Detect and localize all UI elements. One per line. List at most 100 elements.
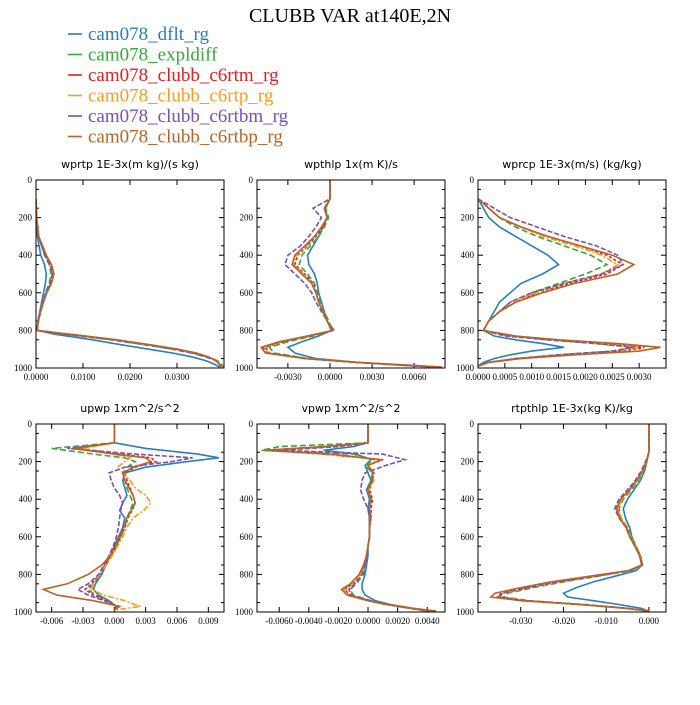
series-line-6 (478, 198, 661, 367)
x-tick-label: 0.0200 (118, 372, 143, 382)
x-tick-label: 0.0025 (600, 372, 625, 382)
x-tick-label: -0.020 (552, 616, 576, 626)
y-tick-label: 800 (240, 325, 254, 335)
y-tick-label: 600 (19, 532, 33, 542)
plot-frame (256, 179, 446, 369)
legend-item: cam078_clubb_c6rtbp_rg (68, 127, 283, 148)
y-tick-label: 200 (461, 213, 475, 223)
x-tick-label: 0.0300 (165, 372, 190, 382)
y-tick-label: 1000 (14, 363, 33, 373)
panel-grid: wprtp 1E-3x(m kg)/(s kg) 0 200 400 600 800 100… (14, 158, 667, 626)
panel-title: wprtp 1E-3x(m kg)/(s kg) (61, 158, 199, 171)
y-tick-label: 200 (19, 457, 33, 467)
y-tick-label: 600 (240, 288, 254, 298)
series-group (488, 424, 650, 612)
plot-frame (477, 179, 667, 369)
y-tick-label: 600 (19, 288, 33, 298)
series-line-4 (82, 424, 152, 611)
x-tick-label: 0.0100 (71, 372, 96, 382)
y-tick-label: 800 (19, 569, 33, 579)
series-line-5 (279, 424, 429, 612)
legend-label: cam078_dflt_rg (88, 24, 210, 45)
series-line-5 (496, 424, 650, 612)
x-tick-label: 0.0000 (318, 372, 343, 382)
series-line-3 (77, 424, 158, 611)
x-tick-label: 0.0015 (546, 372, 571, 382)
legend-label: cam078_clubb_c6rtm_rg (88, 65, 279, 86)
y-tick-label: 0 (470, 419, 475, 429)
legend-item: cam078_dflt_rg (68, 24, 210, 45)
series-line-5 (478, 198, 634, 367)
y-tick-label: 200 (461, 457, 475, 467)
y-tick-label: 1000 (456, 607, 475, 617)
y-tick-label: 600 (240, 532, 254, 542)
series-line-6 (259, 180, 443, 368)
series-line-3 (495, 424, 650, 612)
legend-item: cam078_expldiff (68, 45, 218, 66)
figure-title: CLUBB VAR at140E,2N (249, 5, 451, 27)
x-tick-label: -0.003 (71, 616, 95, 626)
series-group (259, 180, 443, 368)
y-tick-label: 400 (240, 494, 254, 504)
series-line-6 (264, 424, 437, 612)
panel-3: wprcp 1E-3x(m/s) (kg/kg) 0 200 400 600 800 100… (456, 158, 667, 382)
series-line-1 (286, 180, 436, 368)
x-tick-label: 0.000 (104, 616, 125, 626)
y-tick-label: 0 (28, 175, 33, 185)
y-tick-label: 800 (19, 325, 33, 335)
series-line-1 (92, 424, 219, 611)
y-tick-label: 200 (240, 457, 254, 467)
y-tick-label: 1000 (235, 607, 254, 617)
panel-1: wprtp 1E-3x(m kg)/(s kg) 0 200 400 600 800 100… (14, 158, 225, 382)
series-line-6 (36, 198, 221, 368)
panel-title: wprcp 1E-3x(m/s) (kg/kg) (502, 158, 641, 171)
legend-label: cam078_clubb_c6rtbm_rg (88, 106, 289, 127)
x-tick-label: -0.006 (40, 616, 64, 626)
x-tick-label: 0.0030 (360, 372, 385, 382)
x-tick-label: 0.003 (136, 616, 157, 626)
series-line-6 (488, 424, 650, 612)
panel-title: vpwp 1xm^2/s^2 (301, 402, 400, 415)
panel-title: upwp 1xm^2/s^2 (80, 402, 180, 415)
x-tick-label: 0.0000 (466, 372, 491, 382)
legend-label: cam078_clubb_c6rtp_rg (88, 86, 274, 107)
legend-item: cam078_clubb_c6rtm_rg (68, 65, 279, 86)
series-line-6 (40, 424, 153, 611)
series-line-1 (478, 198, 565, 367)
y-tick-label: 1000 (456, 363, 475, 373)
y-tick-label: 800 (461, 325, 475, 335)
panel-6: rtpthlp 1E-3x(kg K)/kg 0 200 400 600 800 1000 -… (456, 402, 667, 626)
x-tick-label: 0.000 (639, 616, 660, 626)
series-group (478, 198, 661, 367)
y-tick-label: 400 (19, 250, 33, 260)
panel-2: wpthlp 1x(m K)/s 0 200 400 600 800 1000 -0.0030… (235, 158, 446, 382)
y-tick-label: 800 (240, 569, 254, 579)
y-tick-label: 400 (19, 494, 33, 504)
series-group (36, 198, 224, 368)
y-tick-label: 400 (461, 250, 475, 260)
x-tick-label: 0.0000 (356, 616, 381, 626)
y-tick-label: 400 (461, 494, 475, 504)
series-group (261, 424, 437, 612)
panel-4: upwp 1xm^2/s^2 0 200 400 600 800 1000 -0.006 -0.… (14, 402, 225, 626)
x-tick-label: 0.006 (167, 616, 188, 626)
plot-frame (477, 423, 667, 613)
series-line-1 (562, 424, 650, 612)
y-tick-label: 0 (470, 175, 475, 185)
plot-frame (35, 423, 225, 613)
legend: cam078_dflt_rgcam078_expldiffcam078_club… (68, 24, 289, 148)
x-tick-label: 0.0020 (385, 616, 410, 626)
plot-frame (256, 423, 446, 613)
y-tick-label: 600 (461, 288, 475, 298)
x-tick-label: 0.0010 (519, 372, 544, 382)
panel-title: wpthlp 1x(m K)/s (304, 158, 398, 171)
x-tick-label: -0.0030 (274, 372, 302, 382)
x-tick-label: 0.0030 (627, 372, 652, 382)
x-tick-label: 0.009 (198, 616, 219, 626)
y-tick-label: 0 (249, 419, 254, 429)
y-tick-label: 800 (461, 569, 475, 579)
x-tick-label: -0.0040 (295, 616, 323, 626)
y-tick-label: 200 (19, 213, 33, 223)
